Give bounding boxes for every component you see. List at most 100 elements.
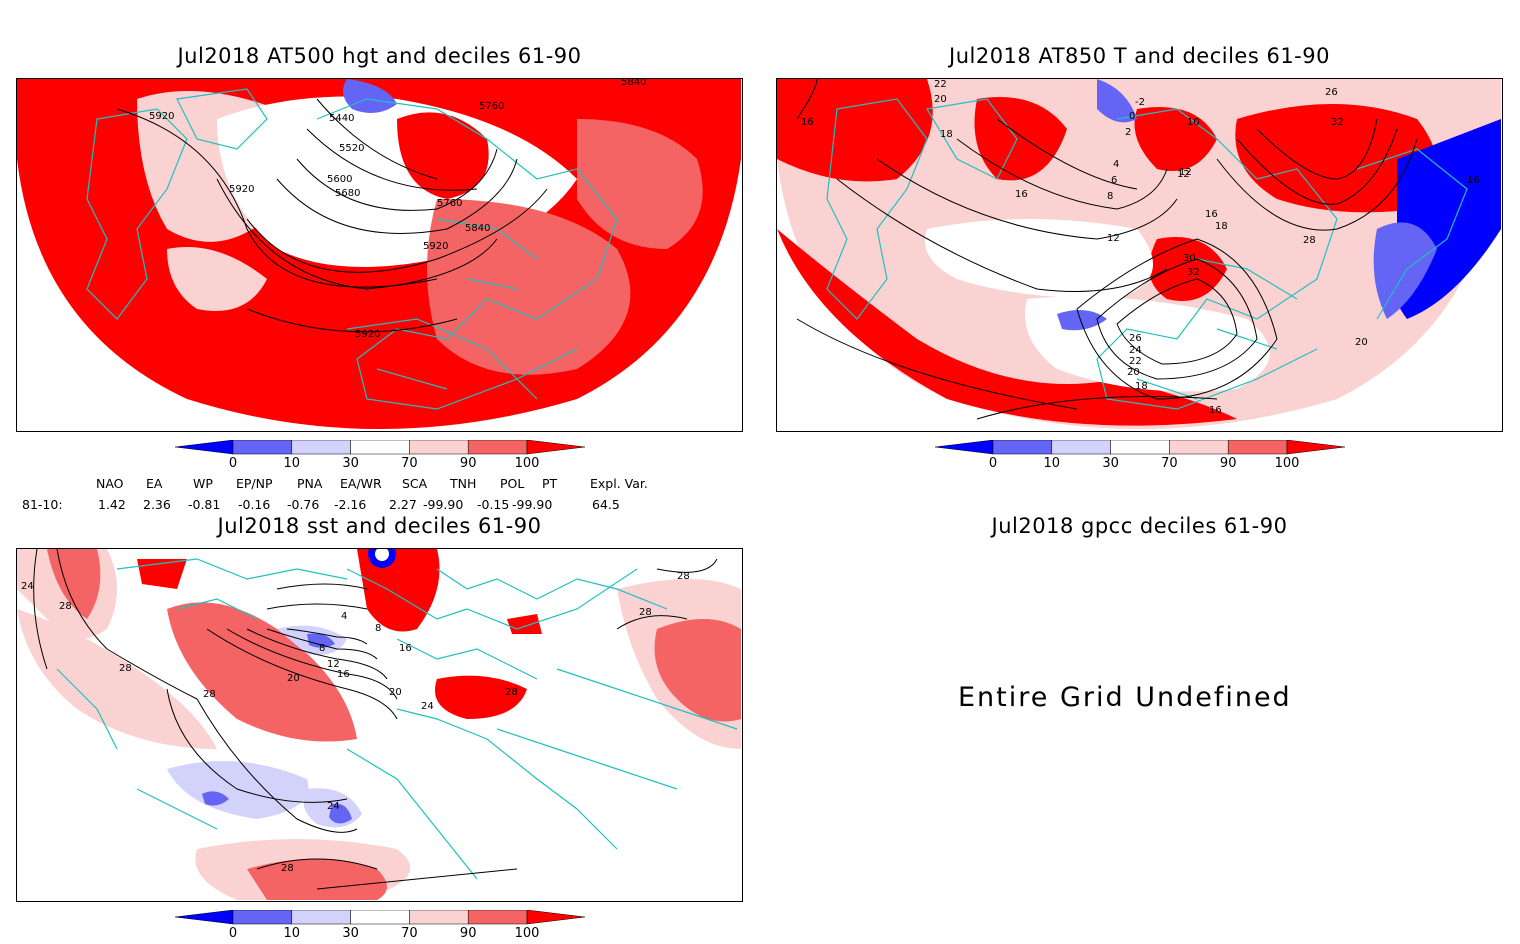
contour-label: 20 xyxy=(1127,367,1140,378)
colorbar-segment xyxy=(409,439,469,455)
hgt-contour-labels: 5440 5520 5600 5680 5760 5840 5920 5920 … xyxy=(149,79,646,340)
colorbar-tick-label: 0 xyxy=(229,926,237,940)
colorbar-segment xyxy=(526,909,586,925)
contour-label: 5760 xyxy=(437,198,462,209)
contour-label: 16 xyxy=(1209,405,1222,416)
contour-label: 5840 xyxy=(621,79,646,88)
contour-label: 5440 xyxy=(329,113,354,124)
contour-label: 26 xyxy=(1129,333,1142,344)
contour-label: 28 xyxy=(281,863,294,874)
index-header: Expl. Var. xyxy=(590,476,648,491)
colorbar-tick-label: 0 xyxy=(229,456,237,471)
contour-label: 6 xyxy=(1111,175,1117,186)
contour-label: 16 xyxy=(1015,189,1028,200)
contour-label: 20 xyxy=(934,94,947,105)
index-value: -0.81 xyxy=(188,497,221,512)
contour-label: 28 xyxy=(1303,235,1316,246)
contour-label: 16 xyxy=(399,643,412,654)
index-header: SCA xyxy=(402,476,428,491)
index-value: 2.27 xyxy=(389,497,417,512)
colorbar-sst: 0 10 30 70 90 100 xyxy=(174,909,587,941)
contour-label: 10 xyxy=(1187,117,1200,128)
contour-label: 5920 xyxy=(355,329,380,340)
contour-label: 12 xyxy=(1107,233,1120,244)
t850-land-outlines xyxy=(826,98,1468,410)
contour-label: 32 xyxy=(1331,117,1344,128)
colorbar-segments xyxy=(934,439,1346,455)
colorbar-segment xyxy=(350,439,410,455)
contour-label: 5920 xyxy=(229,184,254,195)
t850-decile-fill xyxy=(777,79,1501,429)
t850-contour-labels: 16 20 22 18 16 12 8 6 4 -2 0 2 10 12 16 … xyxy=(801,79,1480,416)
contour-label: 5600 xyxy=(327,174,352,185)
panel-title-gpcc: Jul2018 gpcc deciles 61-90 xyxy=(991,514,1288,538)
contour-label: 18 xyxy=(1215,221,1228,232)
contour-label: 5520 xyxy=(339,143,364,154)
colorbar-segments xyxy=(174,439,586,455)
index-header: NAO xyxy=(96,476,124,491)
contour-label: 24 xyxy=(421,701,434,712)
colorbar-ticks: 0 10 30 70 90 100 xyxy=(229,456,540,471)
hgt-contours xyxy=(116,98,548,333)
colorbar-segment xyxy=(526,439,586,455)
index-value: -99.90 xyxy=(423,497,464,512)
index-header: EP/NP xyxy=(236,476,273,491)
contour-label: 16 xyxy=(1467,175,1480,186)
index-value: -0.76 xyxy=(287,497,320,512)
colorbar-segment xyxy=(350,909,410,925)
colorbar-ticks: 0 10 30 70 90 100 xyxy=(989,456,1300,471)
colorbar-tick-label: 90 xyxy=(460,456,477,471)
colorbar-segment xyxy=(174,909,234,925)
contour-label: 28 xyxy=(505,687,518,698)
index-header: EA xyxy=(146,476,163,491)
colorbar-tick-label: 70 xyxy=(401,926,418,940)
colorbar-segment xyxy=(467,909,528,925)
colorbar-tick-label: 30 xyxy=(342,926,359,940)
contour-label: 4 xyxy=(1113,159,1119,170)
t850-contours xyxy=(796,79,1418,420)
sst-contour-labels: 24 28 28 28 28 24 28 20 16 12 8 4 8 16 2… xyxy=(21,571,690,874)
index-header: POL xyxy=(500,476,525,491)
contour-label: 32 xyxy=(1187,267,1200,278)
contour-label: 16 xyxy=(337,669,350,680)
contour-label: 5680 xyxy=(335,188,360,199)
colorbar-segment xyxy=(1110,439,1170,455)
contour-label: 16 xyxy=(1205,209,1218,220)
contour-label: 22 xyxy=(934,79,947,90)
sst-land-outlines xyxy=(56,558,738,880)
colorbar-segments xyxy=(174,909,586,925)
colorbar-tick-label: 30 xyxy=(1102,456,1119,471)
contour-label: 18 xyxy=(1135,381,1148,392)
contour-label: 28 xyxy=(639,607,652,618)
colorbar-tick-label: 10 xyxy=(1044,456,1061,471)
colorbar-segment xyxy=(467,439,528,455)
index-header: WP xyxy=(193,476,213,491)
contour-label: 8 xyxy=(319,643,325,654)
contour-label: 22 xyxy=(1129,356,1142,367)
colorbar-segment xyxy=(291,439,351,455)
colorbar-tick-label: 100 xyxy=(515,456,540,471)
index-header: PT xyxy=(542,476,558,491)
index-value: 64.5 xyxy=(592,497,620,512)
hgt-decile-fill xyxy=(17,79,741,429)
contour-label: 8 xyxy=(375,623,381,634)
undefined-grid-message: Entire Grid Undefined xyxy=(958,682,1292,713)
contour-label: 4 xyxy=(341,611,347,622)
contour-label: 16 xyxy=(801,117,814,128)
map-panel-t850: 16 20 22 18 16 12 8 6 4 -2 0 2 10 12 16 … xyxy=(776,78,1503,432)
contour-label: 18 xyxy=(940,129,953,140)
teleconnection-indices: NAO EA WP EP/NP PNA EA/WR SCA TNH POL PT… xyxy=(0,474,760,514)
colorbar-t850: 0 10 30 70 90 100 xyxy=(934,439,1347,476)
contour-label: 12 xyxy=(327,659,340,670)
contour-label: 8 xyxy=(1107,191,1113,202)
colorbar-tick-label: 30 xyxy=(342,456,359,471)
colorbar-tick-label: 70 xyxy=(401,456,418,471)
colorbar-tick-label: 10 xyxy=(284,456,301,471)
sst-contours xyxy=(33,549,718,890)
sst-decile-fill xyxy=(17,549,741,900)
colorbar-tick-label: 70 xyxy=(1161,456,1178,471)
contour-label: 12 xyxy=(1177,169,1190,180)
index-header: PNA xyxy=(297,476,323,491)
index-row-label: 81-10: xyxy=(22,497,63,512)
contour-label: 24 xyxy=(21,581,34,592)
